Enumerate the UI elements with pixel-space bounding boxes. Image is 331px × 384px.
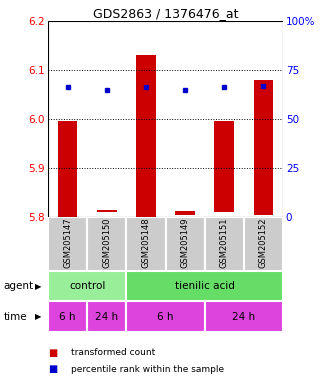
Bar xyxy=(136,55,156,217)
Text: ■: ■ xyxy=(48,348,57,358)
FancyBboxPatch shape xyxy=(126,217,166,271)
Text: control: control xyxy=(69,281,105,291)
Text: GSM205151: GSM205151 xyxy=(220,217,229,268)
Text: ■: ■ xyxy=(48,364,57,374)
FancyBboxPatch shape xyxy=(87,301,126,332)
Text: time: time xyxy=(3,312,27,322)
FancyBboxPatch shape xyxy=(87,217,126,271)
Text: 6 h: 6 h xyxy=(59,312,76,322)
Text: 6 h: 6 h xyxy=(157,312,174,322)
FancyBboxPatch shape xyxy=(244,217,283,271)
FancyBboxPatch shape xyxy=(205,217,244,271)
Bar xyxy=(97,210,117,212)
Text: ▶: ▶ xyxy=(35,281,41,291)
Text: GSM205148: GSM205148 xyxy=(141,217,150,268)
Text: agent: agent xyxy=(3,281,33,291)
FancyBboxPatch shape xyxy=(48,301,87,332)
Title: GDS2863 / 1376476_at: GDS2863 / 1376476_at xyxy=(93,7,238,20)
Text: transformed count: transformed count xyxy=(71,348,156,357)
Text: GSM205152: GSM205152 xyxy=(259,217,268,268)
Text: GSM205149: GSM205149 xyxy=(181,217,190,268)
Bar xyxy=(175,211,195,215)
Bar xyxy=(254,80,273,215)
Text: 24 h: 24 h xyxy=(95,312,118,322)
FancyBboxPatch shape xyxy=(48,271,126,301)
FancyBboxPatch shape xyxy=(126,301,205,332)
FancyBboxPatch shape xyxy=(166,217,205,271)
Text: ▶: ▶ xyxy=(35,312,41,321)
FancyBboxPatch shape xyxy=(126,271,283,301)
Text: percentile rank within the sample: percentile rank within the sample xyxy=(71,365,224,374)
Text: GSM205147: GSM205147 xyxy=(63,217,72,268)
Text: GSM205150: GSM205150 xyxy=(102,217,111,268)
FancyBboxPatch shape xyxy=(205,301,283,332)
Bar xyxy=(214,121,234,212)
Bar xyxy=(58,121,77,217)
FancyBboxPatch shape xyxy=(48,217,87,271)
Text: 24 h: 24 h xyxy=(232,312,256,322)
Text: tienilic acid: tienilic acid xyxy=(175,281,235,291)
